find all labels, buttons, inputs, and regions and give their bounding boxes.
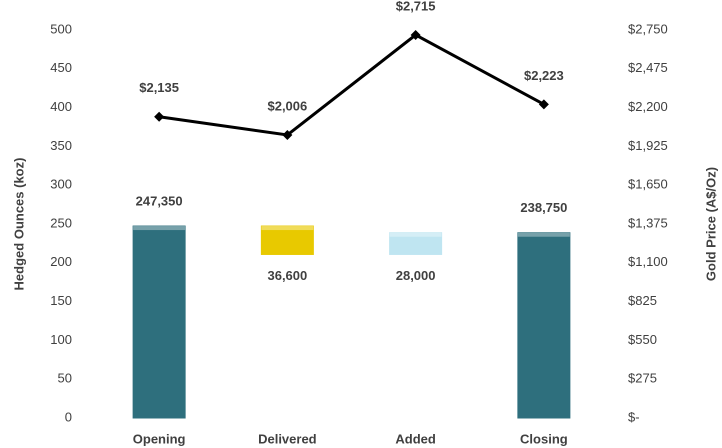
- y-tick-label: 400: [50, 99, 72, 114]
- y2-tick-label: $2,750: [628, 21, 668, 36]
- bar: [517, 232, 571, 419]
- bar-shade: [517, 232, 570, 237]
- bar-shade: [133, 226, 186, 231]
- value-label: $2,715: [396, 0, 436, 13]
- bar: [132, 225, 186, 419]
- y2-tick-label: $1,925: [628, 138, 668, 153]
- value-label: 36,600: [267, 268, 307, 283]
- value-label: 247,350: [136, 193, 183, 208]
- line: [158, 33, 545, 137]
- value-label: $2,006: [267, 98, 307, 113]
- bar-shade: [389, 232, 442, 237]
- x-tick-label: Closing: [520, 431, 568, 446]
- y-tick-label: 450: [50, 60, 72, 75]
- y-tick-label: 500: [50, 21, 72, 36]
- bar: [389, 232, 443, 255]
- line-marker: [410, 29, 421, 40]
- y2-tick-label: $2,475: [628, 60, 668, 75]
- x-tick-label: Delivered: [258, 431, 317, 446]
- y-axis-title: Hedged Ounces (koz): [11, 158, 26, 291]
- value-label: $2,223: [524, 68, 564, 83]
- y-tick-label: 350: [50, 138, 72, 153]
- bar: [260, 225, 314, 255]
- y2-tick-label: $2,200: [628, 99, 668, 114]
- y-tick-label: 50: [58, 371, 72, 386]
- y2-tick-label: $-: [628, 409, 640, 424]
- y2-tick-label: $825: [628, 293, 657, 308]
- value-label: $2,135: [139, 80, 179, 95]
- line-marker: [282, 129, 293, 140]
- y-tick-label: 100: [50, 332, 72, 347]
- value-label: 238,750: [520, 200, 567, 215]
- y-tick-label: 300: [50, 177, 72, 192]
- y-tick-label: 250: [50, 215, 72, 230]
- bar-shade: [261, 226, 314, 231]
- y-tick-label: 0: [65, 409, 72, 424]
- line-marker: [538, 99, 549, 110]
- value-label: 28,000: [396, 268, 436, 283]
- line-marker: [154, 111, 165, 122]
- x-tick-label: Opening: [133, 431, 186, 446]
- y2-tick-label: $550: [628, 332, 657, 347]
- y2-tick-label: $275: [628, 371, 657, 386]
- y-tick-label: 200: [50, 254, 72, 269]
- y2-axis-title: Gold Price (A$/Oz): [703, 167, 718, 281]
- y2-tick-label: $1,100: [628, 254, 668, 269]
- y2-tick-label: $1,375: [628, 215, 668, 230]
- y-tick-label: 150: [50, 293, 72, 308]
- x-tick-label: Added: [395, 431, 436, 446]
- y2-tick-label: $1,650: [628, 177, 668, 192]
